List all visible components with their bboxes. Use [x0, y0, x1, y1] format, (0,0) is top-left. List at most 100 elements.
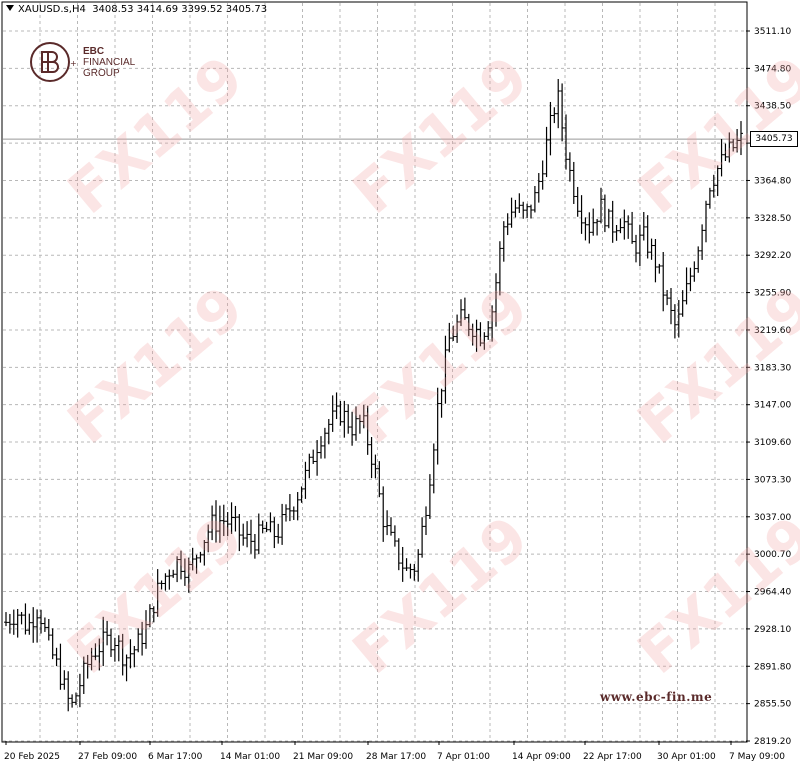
ohlc-bar [575, 186, 580, 217]
ohlc-bar [567, 152, 572, 182]
ohlc-bar [357, 414, 362, 434]
x-tick-label: 30 Apr 01:00 [657, 752, 716, 762]
ohlc-bar [416, 549, 421, 582]
ohlc-bar [536, 173, 541, 203]
ohlc-bar [494, 273, 498, 327]
ohlc-bar [179, 550, 183, 580]
ohlc-bar [74, 692, 78, 706]
ohlc-bar [346, 404, 351, 434]
ohlc-bar [256, 513, 261, 555]
ohlc-bar [214, 500, 218, 543]
y-tick-label: 3474.80 [754, 64, 791, 74]
logo-line1: EBC [83, 46, 105, 57]
ohlc-bar [46, 618, 51, 641]
ohlc-bar [19, 611, 24, 625]
ohlc-bar [23, 603, 28, 635]
ohlc-values: 3408.53 3414.69 3399.52 3405.73 [92, 4, 268, 15]
ohlc-bar [447, 322, 452, 353]
y-tick-label: 3109.60 [754, 438, 791, 448]
ohlc-bar [599, 187, 603, 224]
ohlc-bar [31, 607, 36, 643]
y-tick-label: 3037.00 [754, 513, 791, 523]
ohlc-bar [571, 161, 576, 204]
ohlc-bar [505, 213, 510, 236]
ohlc-bar [11, 609, 16, 635]
ohlc-bar [326, 419, 331, 445]
ohlc-bar [54, 647, 59, 667]
ohlc-bar [509, 197, 514, 228]
ohlc-bar [70, 694, 75, 708]
logo-line2: FINANCIAL [83, 57, 136, 68]
ohlc-bar [396, 538, 401, 571]
symbol-label: XAUUSD.s,H4 [18, 4, 86, 15]
ohlc-bar [424, 506, 428, 536]
ohlc-bar [4, 612, 8, 627]
ohlc-bar [474, 319, 479, 352]
ohlc-bar [602, 194, 607, 233]
ebc-logo: + EBC FINANCIAL GROUP [28, 40, 168, 90]
ohlc-bar [462, 297, 467, 320]
y-tick-label: 2891.80 [754, 662, 791, 672]
ohlc-bar [595, 219, 600, 236]
ohlc-bar [381, 486, 386, 542]
ohlc-bar [330, 395, 335, 432]
ohlc-bar [89, 647, 94, 671]
ohlc-bar [661, 252, 666, 312]
ohlc-bar [672, 304, 677, 339]
ohlc-bar [225, 512, 230, 537]
ohlc-bar [27, 613, 32, 635]
x-tick-label: 14 Mar 01:00 [220, 752, 280, 762]
ohlc-bar [120, 633, 125, 676]
ohlc-bar [529, 204, 533, 219]
ohlc-bar [284, 504, 288, 522]
ohlc-bar [167, 569, 172, 590]
dropdown-icon[interactable] [6, 5, 14, 11]
ohlc-bar [731, 139, 736, 152]
ohlc-bar [385, 510, 390, 536]
ohlc-bar [684, 267, 689, 305]
ohlc-bar [466, 313, 471, 337]
ohlc-bar [649, 238, 654, 260]
y-tick-label: 3147.00 [754, 401, 791, 411]
ohlc-bar [692, 261, 697, 282]
ohlc-bar [77, 673, 82, 708]
ohlc-bar [144, 610, 148, 649]
ohlc-bar [303, 461, 308, 499]
ohlc-bar [15, 609, 20, 638]
ohlc-bar [427, 474, 432, 519]
x-tick-label: 21 Mar 09:00 [293, 752, 353, 762]
ohlc-bar [451, 325, 456, 342]
ohlc-bar [435, 387, 440, 465]
ohlc-bar [186, 557, 191, 593]
ohlc-bar [109, 628, 113, 657]
ohlc-bar [132, 645, 137, 668]
x-tick-label: 22 Apr 17:00 [583, 752, 642, 762]
ohlc-bar [711, 174, 716, 198]
ohlc-bar [311, 449, 316, 464]
ohlc-bar [163, 573, 168, 591]
ohlc-bar [140, 621, 145, 656]
ebc-logo-icon: + [30, 42, 77, 82]
ohlc-bar [338, 400, 343, 426]
ohlc-bar [630, 211, 635, 244]
ohlc-bar [350, 411, 355, 446]
x-tick-label: 14 Apr 09:00 [512, 752, 571, 762]
ohlc-bar [634, 234, 638, 263]
ohlc-bar [249, 519, 253, 554]
ohlc-bar [334, 392, 339, 420]
x-tick-label: 27 Feb 09:00 [78, 752, 137, 762]
ohlc-bar [622, 209, 627, 240]
ohlc-bar [610, 200, 615, 243]
ohlc-bar [392, 525, 397, 547]
ohlc-bar [101, 616, 106, 667]
ohlc-bar [626, 215, 631, 239]
ohlc-bar [241, 523, 246, 546]
ohlc-bar [361, 404, 366, 429]
x-tick-label: 20 Feb 2025 [4, 752, 60, 762]
ohlc-bar [637, 224, 642, 267]
ohlc-bar [194, 554, 199, 574]
ohlc-bar [482, 332, 487, 350]
ohlc-bar [719, 138, 724, 177]
ohlc-bar [443, 335, 448, 404]
